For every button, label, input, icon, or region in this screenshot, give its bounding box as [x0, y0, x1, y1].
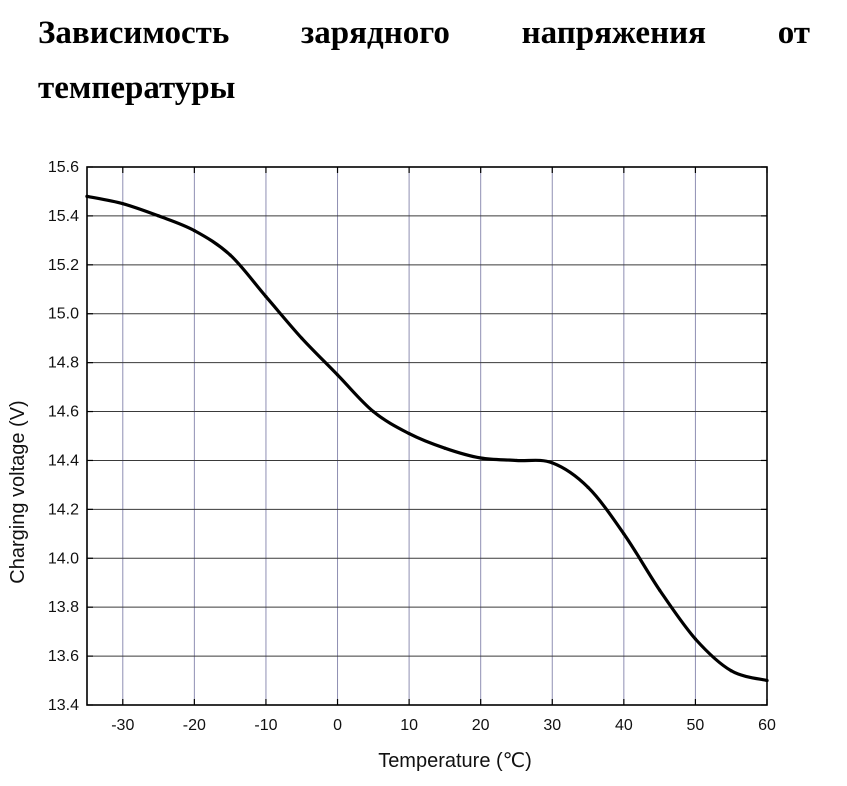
data-point — [407, 431, 411, 436]
series-layer — [85, 194, 769, 683]
y-tick-label: 14.8 — [48, 355, 79, 372]
data-point — [658, 588, 662, 592]
x-tick-label: -10 — [254, 717, 277, 734]
y-axis-ticks: 13.4 13.6 13.8 14.0 14.2 14.4 14.6 14.8 15.0 15.2… — [48, 159, 767, 714]
voltage-temperature-chart: 13.4 13.6 13.8 14.0 14.2 14.4 14.6 14.8 15.0 15.2… — [7, 159, 776, 772]
data-point — [514, 458, 519, 463]
data-point — [192, 228, 196, 233]
data-point — [300, 336, 304, 340]
y-tick-label: 14.4 — [48, 452, 79, 469]
data-point — [371, 409, 375, 414]
y-tick-label: 15.4 — [48, 208, 79, 225]
data-point — [586, 485, 590, 489]
plot-border — [86, 166, 768, 706]
y-tick-label: 15.2 — [48, 257, 79, 274]
x-tick-label: -20 — [183, 717, 206, 734]
data-point — [121, 202, 125, 206]
x-axis-ticks: -30 -20 -10 0 10 20 30 40 50 60 — [111, 167, 776, 734]
page-heading: Зависимость зарядного напряжения от темп… — [38, 15, 810, 106]
grid-lines — [87, 167, 767, 705]
y-axis-title: Charging voltage (V) — [7, 400, 29, 583]
data-point — [335, 373, 340, 377]
y-tick-label: 13.4 — [48, 697, 79, 714]
data-point — [85, 194, 89, 198]
x-tick-label: 30 — [543, 717, 561, 734]
data-point — [443, 446, 447, 450]
plot-frame — [86, 166, 768, 706]
data-point — [156, 214, 161, 218]
x-tick-label: 10 — [400, 717, 418, 734]
data-point — [550, 461, 554, 465]
data-point — [264, 295, 268, 299]
y-tick-label: 13.6 — [48, 648, 79, 665]
x-axis-title: Temperature (℃) — [378, 750, 532, 772]
data-point — [693, 637, 698, 641]
data-point — [765, 678, 769, 683]
y-tick-label: 13.8 — [48, 599, 79, 616]
x-tick-label: -30 — [111, 717, 134, 734]
data-point — [479, 456, 483, 460]
x-tick-label: 0 — [333, 717, 342, 734]
y-tick-label: 15.0 — [48, 306, 79, 323]
x-tick-label: 60 — [758, 717, 776, 734]
x-tick-label: 50 — [687, 717, 705, 734]
data-point — [228, 253, 232, 257]
y-tick-label: 14.2 — [48, 501, 79, 518]
data-point — [729, 669, 733, 673]
data-point — [622, 532, 626, 536]
y-tick-label: 15.6 — [48, 159, 79, 176]
series-line — [85, 194, 769, 683]
x-tick-label: 40 — [615, 717, 633, 734]
y-tick-label: 14.6 — [48, 404, 79, 421]
x-tick-label: 20 — [472, 717, 490, 734]
y-tick-label: 14.0 — [48, 550, 79, 567]
